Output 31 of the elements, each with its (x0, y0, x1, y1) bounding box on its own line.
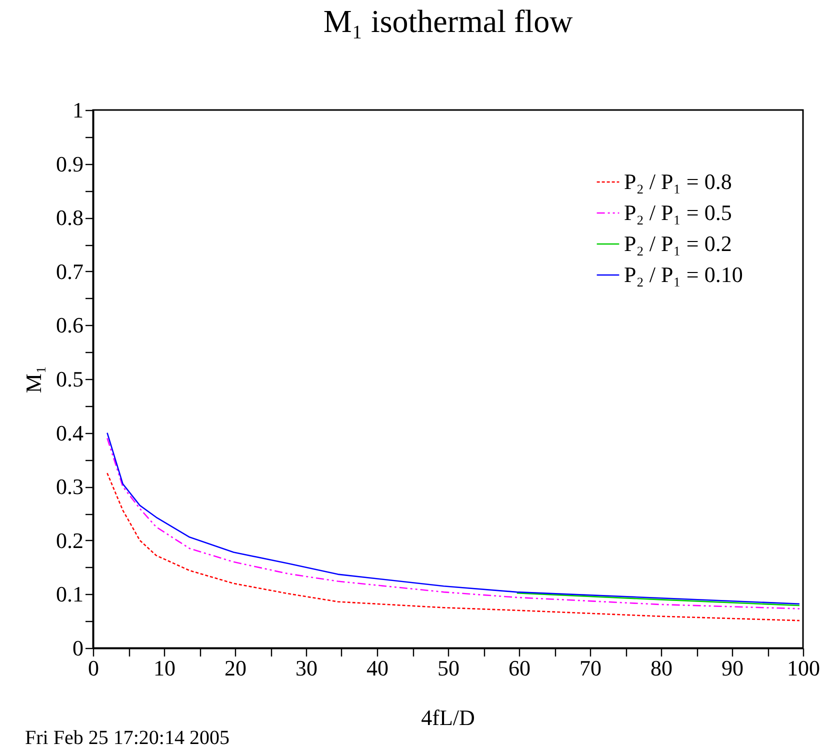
x-tick-label: 90 (722, 656, 744, 680)
x-tick-label: 40 (366, 656, 388, 680)
y-tick-label: 0.9 (56, 151, 84, 176)
y-tick-label: 0.6 (56, 312, 84, 338)
x-tick-label: 60 (508, 656, 530, 680)
y-tick-label: 0.1 (56, 582, 84, 607)
x-tick-label: 20 (224, 656, 246, 680)
legend-label: P₂ / P₁ = 0.5 (624, 200, 732, 225)
x-tick-label: 70 (580, 656, 602, 680)
x-axis-title: 4fL/D (421, 705, 475, 730)
y-tick-label: 0.7 (56, 258, 84, 284)
x-tick-label: 80 (650, 656, 672, 680)
text: Fri Feb 25 17:20:14 2005 (25, 727, 230, 749)
y-tick-label: 0.5 (56, 366, 84, 392)
y-tick-label: 0.2 (56, 528, 84, 553)
x-tick-label: 10 (154, 656, 176, 680)
legend-label: P₂ / P₁ = 0.10 (624, 262, 743, 287)
y-tick-label: 0 (72, 636, 84, 660)
x-tick-label: 0 (88, 656, 99, 680)
y-tick-label: 0.8 (56, 205, 84, 230)
y-tick-label: 1 (72, 98, 84, 122)
legend-label: P₂ / P₁ = 0.8 (624, 169, 732, 194)
line-series (106, 472, 800, 622)
x-tick-label: 30 (296, 656, 318, 680)
y-tick-label: 0.4 (56, 420, 84, 446)
y-axis-title: M₁ (21, 366, 46, 394)
chart-title: M₁ isothermal flow (323, 3, 573, 39)
y-tick-label: 0.3 (56, 474, 84, 500)
x-tick-label: 50 (438, 656, 460, 680)
legend-label: P₂ / P₁ = 0.2 (624, 231, 732, 256)
x-tick-label: 100 (787, 656, 820, 680)
